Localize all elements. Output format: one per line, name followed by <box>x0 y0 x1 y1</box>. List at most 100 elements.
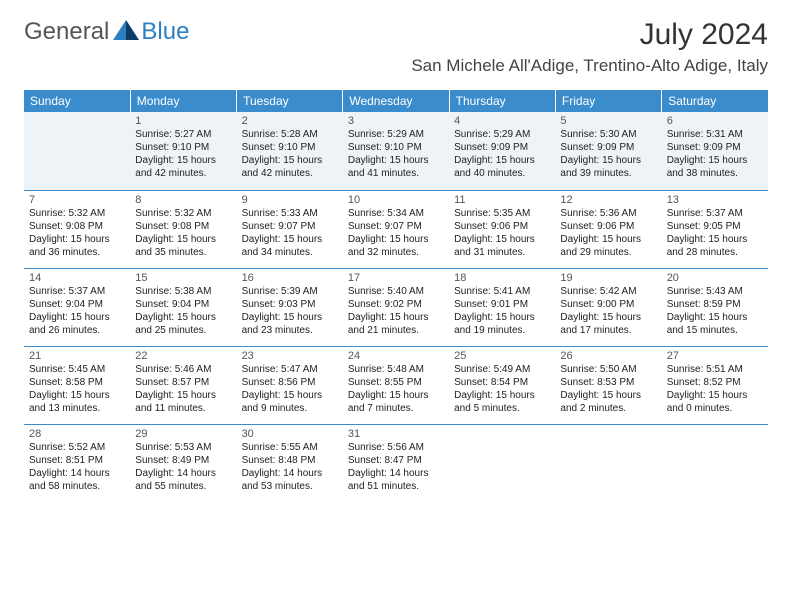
day-number: 4 <box>454 115 550 127</box>
day-number: 15 <box>135 272 231 284</box>
day-info: Sunrise: 5:39 AMSunset: 9:03 PMDaylight:… <box>242 285 338 337</box>
day-number: 19 <box>560 272 656 284</box>
calendar-week-row: 14Sunrise: 5:37 AMSunset: 9:04 PMDayligh… <box>24 268 768 346</box>
title-block: July 2024 San Michele All'Adige, Trentin… <box>411 18 768 76</box>
day-info: Sunrise: 5:47 AMSunset: 8:56 PMDaylight:… <box>242 363 338 415</box>
day-header: Sunday <box>24 90 130 112</box>
calendar-cell: 15Sunrise: 5:38 AMSunset: 9:04 PMDayligh… <box>130 268 236 346</box>
calendar-cell: 23Sunrise: 5:47 AMSunset: 8:56 PMDayligh… <box>237 346 343 424</box>
calendar-cell: 8Sunrise: 5:32 AMSunset: 9:08 PMDaylight… <box>130 190 236 268</box>
day-info: Sunrise: 5:48 AMSunset: 8:55 PMDaylight:… <box>348 363 444 415</box>
day-number: 21 <box>29 350 125 362</box>
day-info: Sunrise: 5:55 AMSunset: 8:48 PMDaylight:… <box>242 441 338 493</box>
day-number: 9 <box>242 194 338 206</box>
calendar-cell: 18Sunrise: 5:41 AMSunset: 9:01 PMDayligh… <box>449 268 555 346</box>
calendar-cell <box>449 424 555 502</box>
day-number: 7 <box>29 194 125 206</box>
day-info: Sunrise: 5:52 AMSunset: 8:51 PMDaylight:… <box>29 441 125 493</box>
calendar-cell: 26Sunrise: 5:50 AMSunset: 8:53 PMDayligh… <box>555 346 661 424</box>
calendar-cell <box>662 424 768 502</box>
day-info: Sunrise: 5:32 AMSunset: 9:08 PMDaylight:… <box>29 207 125 259</box>
day-number: 17 <box>348 272 444 284</box>
calendar-cell: 11Sunrise: 5:35 AMSunset: 9:06 PMDayligh… <box>449 190 555 268</box>
day-header: Wednesday <box>343 90 449 112</box>
day-number: 24 <box>348 350 444 362</box>
brand-text-1: General <box>24 18 109 46</box>
day-info: Sunrise: 5:36 AMSunset: 9:06 PMDaylight:… <box>560 207 656 259</box>
day-info: Sunrise: 5:38 AMSunset: 9:04 PMDaylight:… <box>135 285 231 337</box>
calendar-cell: 5Sunrise: 5:30 AMSunset: 9:09 PMDaylight… <box>555 112 661 190</box>
day-number: 30 <box>242 428 338 440</box>
day-info: Sunrise: 5:46 AMSunset: 8:57 PMDaylight:… <box>135 363 231 415</box>
day-info: Sunrise: 5:49 AMSunset: 8:54 PMDaylight:… <box>454 363 550 415</box>
day-number: 10 <box>348 194 444 206</box>
day-number: 3 <box>348 115 444 127</box>
calendar-cell: 19Sunrise: 5:42 AMSunset: 9:00 PMDayligh… <box>555 268 661 346</box>
day-number: 31 <box>348 428 444 440</box>
day-number: 29 <box>135 428 231 440</box>
day-number: 13 <box>667 194 763 206</box>
calendar-cell: 4Sunrise: 5:29 AMSunset: 9:09 PMDaylight… <box>449 112 555 190</box>
day-number: 2 <box>242 115 338 127</box>
calendar-cell: 3Sunrise: 5:29 AMSunset: 9:10 PMDaylight… <box>343 112 449 190</box>
day-number: 11 <box>454 194 550 206</box>
day-header: Saturday <box>662 90 768 112</box>
calendar-cell: 10Sunrise: 5:34 AMSunset: 9:07 PMDayligh… <box>343 190 449 268</box>
calendar-cell: 27Sunrise: 5:51 AMSunset: 8:52 PMDayligh… <box>662 346 768 424</box>
calendar-cell <box>24 112 130 190</box>
day-header: Thursday <box>449 90 555 112</box>
day-info: Sunrise: 5:34 AMSunset: 9:07 PMDaylight:… <box>348 207 444 259</box>
calendar-cell: 28Sunrise: 5:52 AMSunset: 8:51 PMDayligh… <box>24 424 130 502</box>
day-info: Sunrise: 5:51 AMSunset: 8:52 PMDaylight:… <box>667 363 763 415</box>
calendar-cell: 16Sunrise: 5:39 AMSunset: 9:03 PMDayligh… <box>237 268 343 346</box>
day-info: Sunrise: 5:41 AMSunset: 9:01 PMDaylight:… <box>454 285 550 337</box>
calendar-cell: 20Sunrise: 5:43 AMSunset: 8:59 PMDayligh… <box>662 268 768 346</box>
calendar-week-row: 21Sunrise: 5:45 AMSunset: 8:58 PMDayligh… <box>24 346 768 424</box>
brand-logo: General Blue <box>24 18 189 46</box>
calendar-cell: 24Sunrise: 5:48 AMSunset: 8:55 PMDayligh… <box>343 346 449 424</box>
calendar-cell: 7Sunrise: 5:32 AMSunset: 9:08 PMDaylight… <box>24 190 130 268</box>
day-info: Sunrise: 5:35 AMSunset: 9:06 PMDaylight:… <box>454 207 550 259</box>
day-info: Sunrise: 5:31 AMSunset: 9:09 PMDaylight:… <box>667 128 763 180</box>
day-info: Sunrise: 5:29 AMSunset: 9:10 PMDaylight:… <box>348 128 444 180</box>
day-info: Sunrise: 5:56 AMSunset: 8:47 PMDaylight:… <box>348 441 444 493</box>
calendar-cell: 9Sunrise: 5:33 AMSunset: 9:07 PMDaylight… <box>237 190 343 268</box>
day-info: Sunrise: 5:32 AMSunset: 9:08 PMDaylight:… <box>135 207 231 259</box>
day-number: 12 <box>560 194 656 206</box>
calendar-cell: 14Sunrise: 5:37 AMSunset: 9:04 PMDayligh… <box>24 268 130 346</box>
calendar-cell: 1Sunrise: 5:27 AMSunset: 9:10 PMDaylight… <box>130 112 236 190</box>
day-number: 8 <box>135 194 231 206</box>
calendar-head: SundayMondayTuesdayWednesdayThursdayFrid… <box>24 90 768 112</box>
day-info: Sunrise: 5:30 AMSunset: 9:09 PMDaylight:… <box>560 128 656 180</box>
day-number: 26 <box>560 350 656 362</box>
day-info: Sunrise: 5:28 AMSunset: 9:10 PMDaylight:… <box>242 128 338 180</box>
calendar-cell: 31Sunrise: 5:56 AMSunset: 8:47 PMDayligh… <box>343 424 449 502</box>
calendar-cell <box>555 424 661 502</box>
day-number: 5 <box>560 115 656 127</box>
day-header-row: SundayMondayTuesdayWednesdayThursdayFrid… <box>24 90 768 112</box>
day-number: 27 <box>667 350 763 362</box>
calendar-cell: 25Sunrise: 5:49 AMSunset: 8:54 PMDayligh… <box>449 346 555 424</box>
day-number: 14 <box>29 272 125 284</box>
day-number: 20 <box>667 272 763 284</box>
header: General Blue July 2024 San Michele All'A… <box>0 0 792 82</box>
calendar-week-row: 1Sunrise: 5:27 AMSunset: 9:10 PMDaylight… <box>24 112 768 190</box>
day-number: 6 <box>667 115 763 127</box>
calendar-cell: 21Sunrise: 5:45 AMSunset: 8:58 PMDayligh… <box>24 346 130 424</box>
day-number: 1 <box>135 115 231 127</box>
calendar-cell: 12Sunrise: 5:36 AMSunset: 9:06 PMDayligh… <box>555 190 661 268</box>
day-number: 16 <box>242 272 338 284</box>
day-info: Sunrise: 5:53 AMSunset: 8:49 PMDaylight:… <box>135 441 231 493</box>
calendar-week-row: 7Sunrise: 5:32 AMSunset: 9:08 PMDaylight… <box>24 190 768 268</box>
day-header: Tuesday <box>237 90 343 112</box>
calendar-cell: 17Sunrise: 5:40 AMSunset: 9:02 PMDayligh… <box>343 268 449 346</box>
day-number: 23 <box>242 350 338 362</box>
day-info: Sunrise: 5:50 AMSunset: 8:53 PMDaylight:… <box>560 363 656 415</box>
day-info: Sunrise: 5:42 AMSunset: 9:00 PMDaylight:… <box>560 285 656 337</box>
calendar-cell: 30Sunrise: 5:55 AMSunset: 8:48 PMDayligh… <box>237 424 343 502</box>
day-info: Sunrise: 5:45 AMSunset: 8:58 PMDaylight:… <box>29 363 125 415</box>
day-info: Sunrise: 5:43 AMSunset: 8:59 PMDaylight:… <box>667 285 763 337</box>
calendar-cell: 29Sunrise: 5:53 AMSunset: 8:49 PMDayligh… <box>130 424 236 502</box>
brand-triangle-icon <box>113 20 139 40</box>
day-header: Friday <box>555 90 661 112</box>
